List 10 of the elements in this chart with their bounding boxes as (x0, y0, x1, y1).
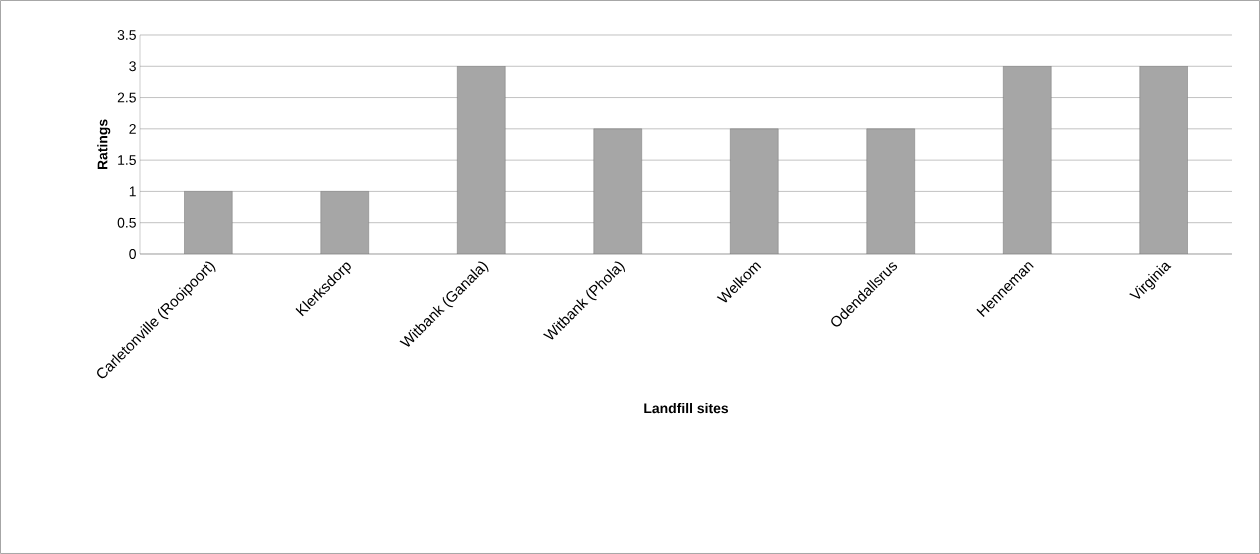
y-tick-label: 0.5 (117, 217, 136, 228)
y-tick-label: 1 (129, 186, 136, 197)
y-tick-label: 1.5 (118, 155, 136, 165)
x-axis-title: Landfill sites (644, 402, 729, 414)
y-tick-label: 2 (129, 123, 136, 134)
y-tick-label: 0 (129, 249, 136, 259)
y-tick-label: 2.5 (117, 92, 136, 103)
y-tick-label: 3.5 (117, 30, 136, 40)
y-axis-title: Ratings (97, 119, 111, 170)
y-tick-label: 3 (129, 61, 136, 72)
